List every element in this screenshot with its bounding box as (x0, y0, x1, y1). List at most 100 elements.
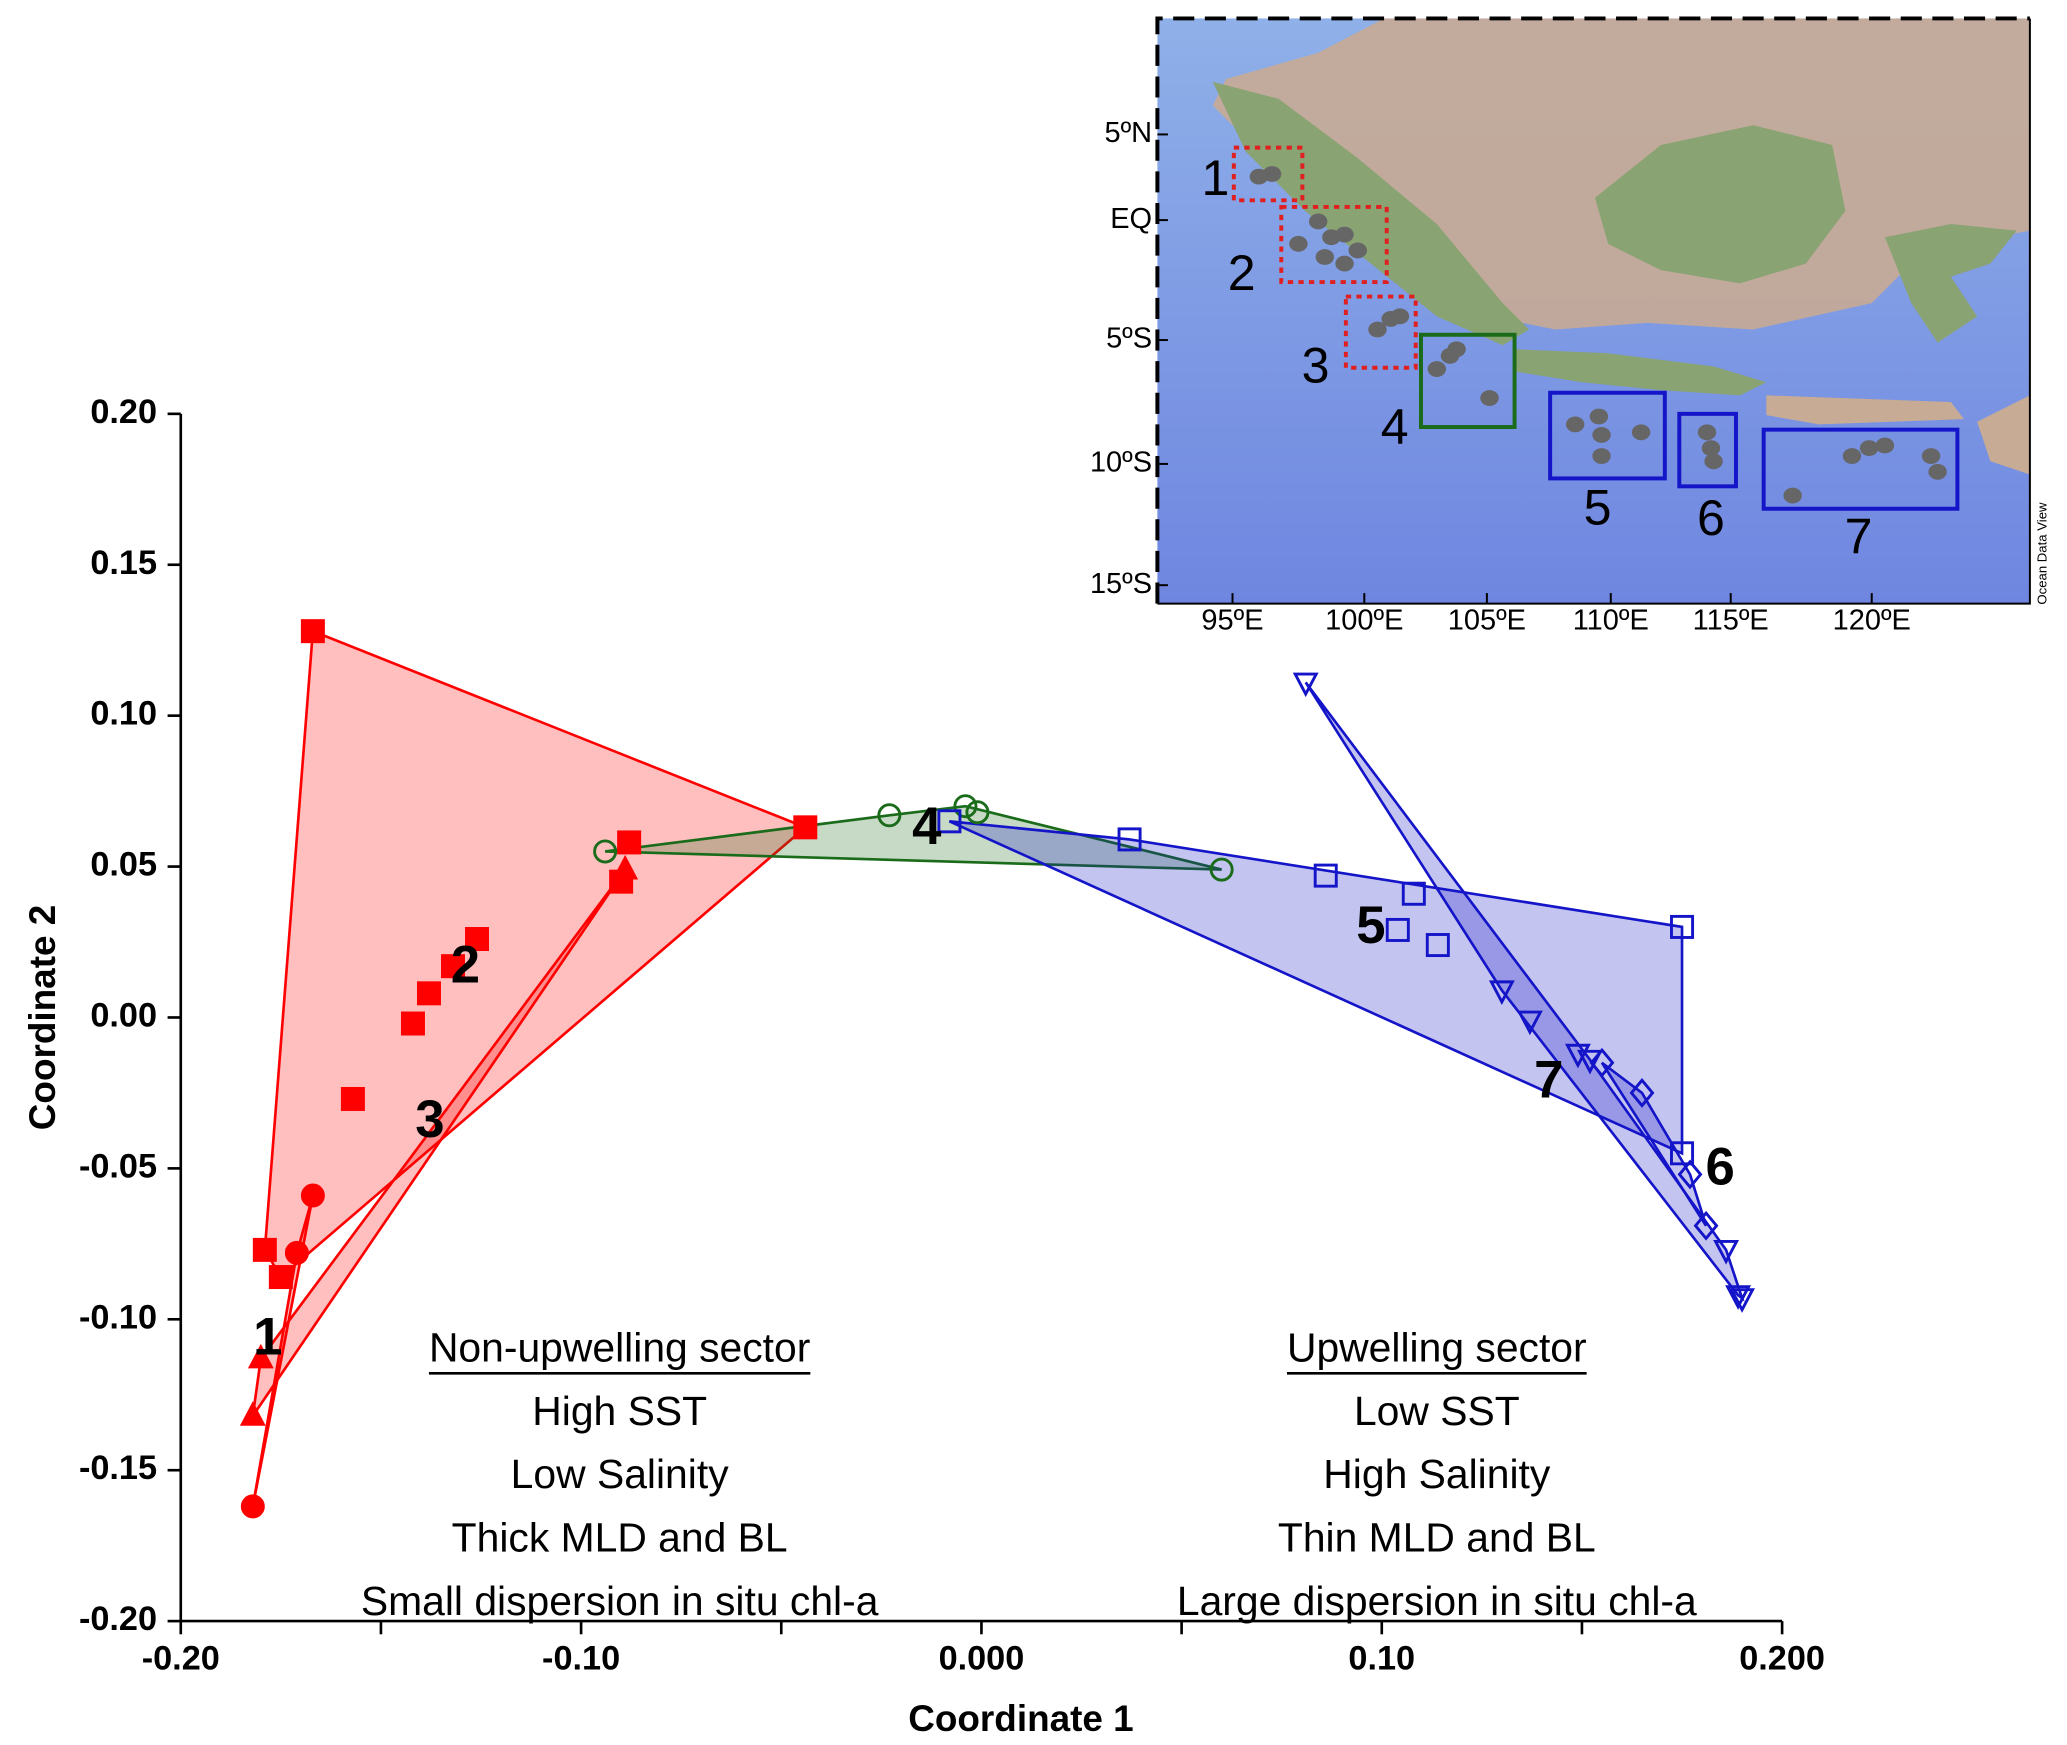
x-tick-label: 0.10 (1348, 1640, 1415, 1678)
data-point (300, 619, 325, 644)
y-tick-label: 0.00 (90, 997, 157, 1035)
region-box (1279, 204, 1389, 285)
y-tick-label: -0.10 (79, 1298, 157, 1336)
region-label: 3 (1302, 337, 1330, 393)
station-dot (1348, 242, 1367, 259)
annotation-line: Large dispersion in situ chl-a (1177, 1578, 1697, 1624)
data-point (877, 803, 902, 828)
station-dot (1842, 448, 1862, 464)
data-point (1313, 863, 1338, 888)
data-point (1677, 1159, 1703, 1190)
x-axis-title: Coordinate 1 (908, 1698, 1133, 1739)
annotation-title: Non-upwelling sector (429, 1325, 810, 1371)
data-point (1713, 1239, 1740, 1265)
map-lon-label: 95ºE (1201, 605, 1263, 637)
data-point (1488, 980, 1515, 1006)
group-label: 2 (451, 936, 480, 995)
data-point (1629, 1078, 1655, 1108)
region-label: 6 (1697, 490, 1725, 546)
data-point (593, 839, 618, 864)
group-label: 4 (912, 797, 942, 856)
data-point (465, 927, 490, 951)
data-point (441, 954, 465, 979)
x-tick-label: 0.200 (1739, 1640, 1825, 1678)
station-dot (1335, 255, 1354, 272)
data-point (340, 1086, 365, 1111)
station-dot (1427, 361, 1447, 377)
map-lat-label: 15ºS (1090, 568, 1152, 600)
data-point (1209, 857, 1234, 882)
data-point (300, 1183, 325, 1208)
station-dot (1921, 448, 1941, 464)
x-tick-label: 0.000 (939, 1640, 1025, 1678)
data-point (239, 1401, 266, 1426)
station-dot (1480, 390, 1499, 406)
data-point (1693, 1210, 1719, 1241)
data-point (1589, 1047, 1615, 1078)
inset-map: 1 234 5 6 7 5ºN EQ 5ºS 10ºS 15ºS 95ºE 100ºE 105ºE 11… (1090, 16, 2050, 637)
station-dot (1697, 424, 1717, 441)
region-label: 2 (1228, 245, 1256, 301)
station-dot (1592, 448, 1611, 464)
station-dot (1289, 235, 1308, 252)
region-box (1419, 332, 1517, 430)
y-axis-title: Coordinate 2 (22, 905, 63, 1130)
data-point (268, 1265, 293, 1290)
data-point (612, 854, 639, 880)
map-lat-label: 5ºS (1106, 323, 1152, 355)
data-point (1725, 1285, 1752, 1310)
annotation-line: Low Salinity (511, 1451, 730, 1497)
data-point (1516, 1010, 1543, 1036)
map-credit: Ocean Data View (2035, 502, 2050, 605)
region-box (1231, 145, 1305, 203)
station-dot (1928, 463, 1947, 480)
annotation-line: Thin MLD and BL (1278, 1515, 1596, 1561)
map-frame (1155, 16, 2030, 604)
map-lon-label: 110ºE (1573, 605, 1649, 637)
region-label: 1 (1201, 150, 1229, 206)
data-point (953, 794, 978, 819)
station-dot (1704, 453, 1723, 470)
annotation-line: Small dispersion in situ chl-a (361, 1578, 879, 1624)
group-label: 3 (415, 1090, 444, 1149)
data-point (1670, 1141, 1695, 1166)
y-tick-label: 0.10 (90, 695, 157, 733)
map-lon-label: 120ºE (1833, 605, 1911, 637)
map-lon-label: 105ºE (1448, 605, 1526, 637)
map-lat-label: EQ (1110, 203, 1152, 235)
annotation-line: Thick MLD and BL (452, 1515, 788, 1561)
data-point (284, 1240, 309, 1265)
map-lat-label: 10ºS (1090, 447, 1152, 479)
data-point (1425, 933, 1450, 958)
station-dot (1368, 321, 1387, 338)
station-dot (1589, 408, 1609, 425)
data-point (1117, 827, 1142, 852)
y-tick-label: 0.15 (90, 544, 157, 582)
station-dot (1447, 341, 1466, 358)
annotation-title: Upwelling sector (1287, 1325, 1587, 1371)
group-hull (263, 629, 808, 1280)
group-label: 7 (1534, 1050, 1563, 1109)
data-point (252, 1237, 277, 1262)
data-point (937, 809, 962, 834)
station-dot (1390, 308, 1410, 325)
data-point (1401, 881, 1426, 906)
annotation-line: High Salinity (1323, 1451, 1551, 1497)
data-point (617, 830, 642, 855)
group-hull (251, 1195, 315, 1507)
region-box (1677, 411, 1738, 489)
map-lat-label: 5ºN (1104, 117, 1152, 149)
y-tick-label: -0.05 (79, 1147, 157, 1185)
data-point (1292, 672, 1319, 698)
group-label: 6 (1706, 1137, 1735, 1196)
group-label: 1 (253, 1307, 282, 1366)
station-dot (1592, 427, 1611, 443)
data-point (1729, 1288, 1756, 1313)
annotation-line: Low SST (1354, 1388, 1520, 1434)
station-dot (1565, 416, 1585, 433)
station-dot (1875, 437, 1895, 454)
x-tick-label: -0.20 (142, 1640, 220, 1678)
region-box (1343, 294, 1418, 370)
x-tick-label: -0.10 (542, 1640, 620, 1678)
region-label: 7 (1845, 509, 1873, 565)
